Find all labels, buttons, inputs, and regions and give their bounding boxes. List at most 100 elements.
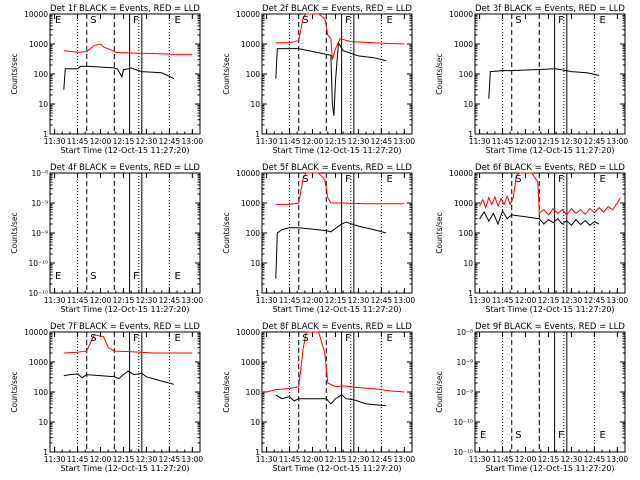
chart-title: Det 6f BLACK = Events, RED = LLD (475, 163, 625, 173)
x-tick-label: 12:00 (90, 296, 112, 305)
y-tick-label: 10⁻⁹ (456, 358, 473, 367)
x-tick-label: 12:45 (159, 137, 181, 146)
phase-marker-label: E (174, 333, 180, 344)
x-tick-label: 11:30 (44, 455, 66, 464)
events-series-line (488, 68, 600, 99)
events-series-line (275, 394, 387, 407)
x-tick-label: 12:15 (325, 137, 347, 146)
y-tick-label: 1 (43, 130, 48, 139)
x-tick-label: 12:00 (302, 296, 324, 305)
x-tick-label: 12:15 (538, 296, 560, 305)
y-tick-label: 10000 (449, 10, 473, 19)
phase-marker-label: E (55, 15, 61, 26)
y-axis-label: Counts/sec (435, 371, 444, 412)
x-tick-label: 12:15 (538, 137, 560, 146)
phase-marker-label: E (599, 174, 605, 185)
phase-marker-label: F (558, 15, 564, 26)
phase-marker-label: S (302, 174, 308, 185)
x-tick-label: 11:30 (469, 137, 491, 146)
lld-series-line (266, 331, 405, 393)
phase-marker-label: S (302, 15, 308, 26)
y-tick-label: 10⁻⁹ (456, 388, 473, 397)
phase-marker-label: F (345, 174, 351, 185)
y-tick-label: 100 (459, 70, 474, 79)
phase-marker-label: F (558, 430, 564, 441)
x-tick-label: 12:30 (561, 296, 583, 305)
x-tick-label: 12:45 (584, 455, 606, 464)
y-tick-label: 100 (459, 229, 474, 238)
y-tick-label: 10⁻¹⁰ (28, 259, 48, 268)
chart-title: Det 7f BLACK = Events, RED = LLD (50, 322, 200, 332)
phase-marker-label: F (558, 174, 564, 185)
x-tick-label: 12:15 (113, 137, 135, 146)
x-tick-label: 12:30 (561, 455, 583, 464)
y-tick-label: 10000 (24, 10, 48, 19)
y-tick-label: 10 (38, 418, 48, 427)
phase-marker-label: E (599, 15, 605, 26)
x-tick-label: 11:45 (279, 137, 301, 146)
y-tick-label: 1 (468, 130, 473, 139)
x-tick-label: 12:30 (136, 296, 158, 305)
y-tick-label: 1 (43, 448, 48, 457)
x-tick-label: 11:30 (469, 455, 491, 464)
lld-series-line (63, 334, 193, 354)
y-tick-label: 10000 (449, 169, 473, 178)
phase-marker-label: E (480, 430, 486, 441)
y-axis-label: Counts/sec (222, 212, 231, 253)
y-tick-label: 10⁻⁸ (456, 328, 473, 337)
chart-title: Det 9f BLACK = Events, RED = LLD (475, 322, 625, 332)
y-tick-label: 10⁻⁹ (31, 199, 48, 208)
x-axis-label: Start Time (12-Oct-15 11:27:20) (272, 464, 401, 473)
y-axis-label: Counts/sec (10, 53, 19, 94)
x-tick-label: 11:30 (44, 296, 66, 305)
chart-title: Det 5f BLACK = Events, RED = LLD (262, 163, 412, 173)
x-tick-label: 12:15 (113, 296, 135, 305)
x-tick-label: 11:45 (67, 296, 89, 305)
x-tick-label: 13:00 (182, 296, 204, 305)
y-axis-label: Counts/sec (435, 53, 444, 94)
x-tick-label: 12:00 (515, 296, 537, 305)
x-axis-label: Start Time (12-Oct-15 11:27:20) (60, 305, 189, 314)
detector-chart: Det 1f BLACK = Events, RED = LLD 1 10 100 10… (10, 4, 203, 155)
y-tick-label: 10000 (236, 328, 260, 337)
phase-marker-label: S (515, 15, 521, 26)
x-tick-label: 12:00 (90, 455, 112, 464)
y-tick-label: 100 (246, 70, 261, 79)
x-tick-label: 12:30 (561, 137, 583, 146)
x-tick-label: 13:00 (394, 455, 416, 464)
detector-chart: Det 2f BLACK = Events, RED = LLD 1 10 100 10… (222, 4, 415, 155)
events-series-line (275, 41, 387, 116)
plot-frame (261, 331, 413, 453)
x-tick-label: 12:00 (302, 137, 324, 146)
x-tick-label: 11:30 (256, 296, 278, 305)
y-axis-label: Counts/sec (222, 371, 231, 412)
phase-marker-label: E (386, 333, 392, 344)
phase-marker-label: F (133, 15, 139, 26)
plot-frame (49, 13, 201, 135)
y-tick-label: 10000 (24, 328, 48, 337)
x-tick-label: 13:00 (607, 296, 629, 305)
y-tick-label: 1 (468, 289, 473, 298)
chart-title: Det 2f BLACK = Events, RED = LLD (262, 4, 412, 14)
phase-marker-label: F (133, 271, 139, 282)
x-axis-label: Start Time (12-Oct-15 11:27:20) (272, 146, 401, 155)
x-tick-label: 12:00 (302, 455, 324, 464)
phase-marker-label: F (345, 333, 351, 344)
x-tick-label: 11:45 (67, 455, 89, 464)
phase-marker-label: E (386, 15, 392, 26)
y-tick-label: 10⁻⁹ (31, 229, 48, 238)
x-tick-label: 13:00 (607, 137, 629, 146)
detector-chart: Det 8f BLACK = Events, RED = LLD 1 10 100 10… (222, 322, 415, 473)
lld-series-line (479, 172, 621, 216)
x-axis-label: Start Time (12-Oct-15 11:27:20) (485, 305, 614, 314)
y-tick-label: 100 (246, 229, 261, 238)
y-tick-label: 1000 (241, 40, 260, 49)
x-tick-label: 12:45 (371, 296, 393, 305)
detector-chart: Det 5f BLACK = Events, RED = LLD 1 10 100 10… (222, 163, 415, 314)
lld-series-line (275, 13, 405, 60)
y-tick-label: 10 (250, 418, 260, 427)
chart-title: Det 1f BLACK = Events, RED = LLD (50, 4, 200, 14)
x-tick-label: 12:00 (515, 455, 537, 464)
y-axis-label: Counts/sec (10, 212, 19, 253)
